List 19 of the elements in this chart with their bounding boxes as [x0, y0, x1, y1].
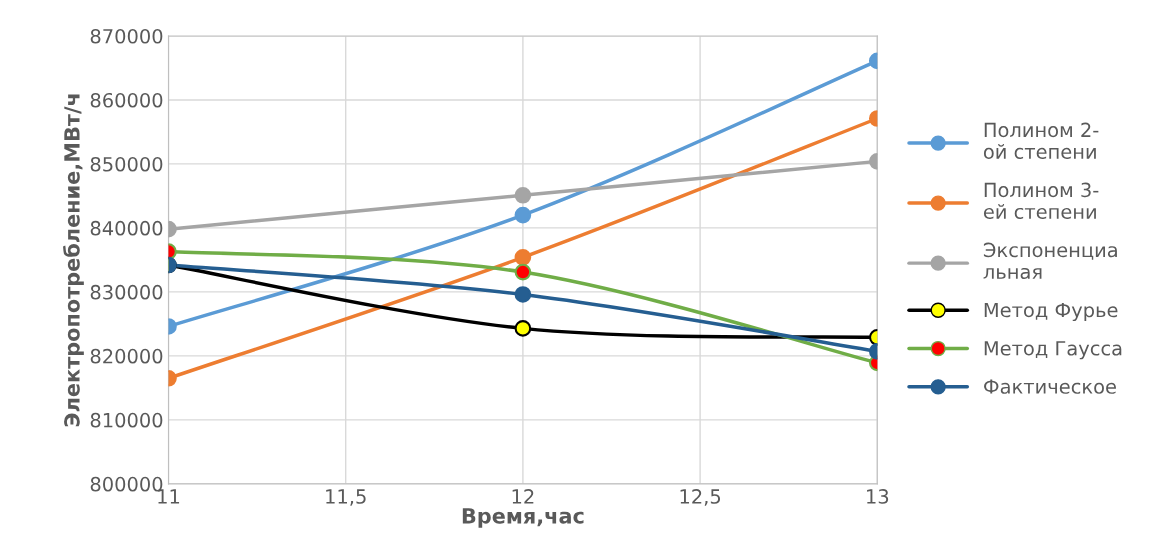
- y-tick-label: 810000: [90, 412, 163, 428]
- y-tick-label: 860000: [90, 92, 163, 108]
- legend-label: Полином 3- ей степени: [983, 182, 1099, 220]
- x-tick-label: 12: [512, 489, 534, 504]
- y-tick-label: 840000: [90, 220, 163, 236]
- y-tick-label: 870000: [90, 28, 163, 44]
- x-tick-label: 13: [867, 489, 889, 504]
- x-tick-label: 11,5: [326, 489, 366, 506]
- y-axis-title: Электропотребление,МВт/ч: [63, 94, 84, 427]
- legend-label: Метод Гаусса: [984, 341, 1122, 360]
- x-tick-label: 12,5: [680, 489, 721, 506]
- legend-label: Экспоненциа льная: [983, 242, 1117, 280]
- x-axis-title: Время,час: [462, 508, 584, 528]
- y-tick-label: 820000: [90, 348, 163, 364]
- legend-label: Метод Фурье: [984, 302, 1118, 322]
- legend-label: Полином 2- ой степени: [983, 122, 1099, 160]
- legend-label: Фактическое: [984, 379, 1116, 394]
- y-tick-label: 830000: [90, 284, 163, 300]
- y-tick-label: 850000: [90, 156, 163, 172]
